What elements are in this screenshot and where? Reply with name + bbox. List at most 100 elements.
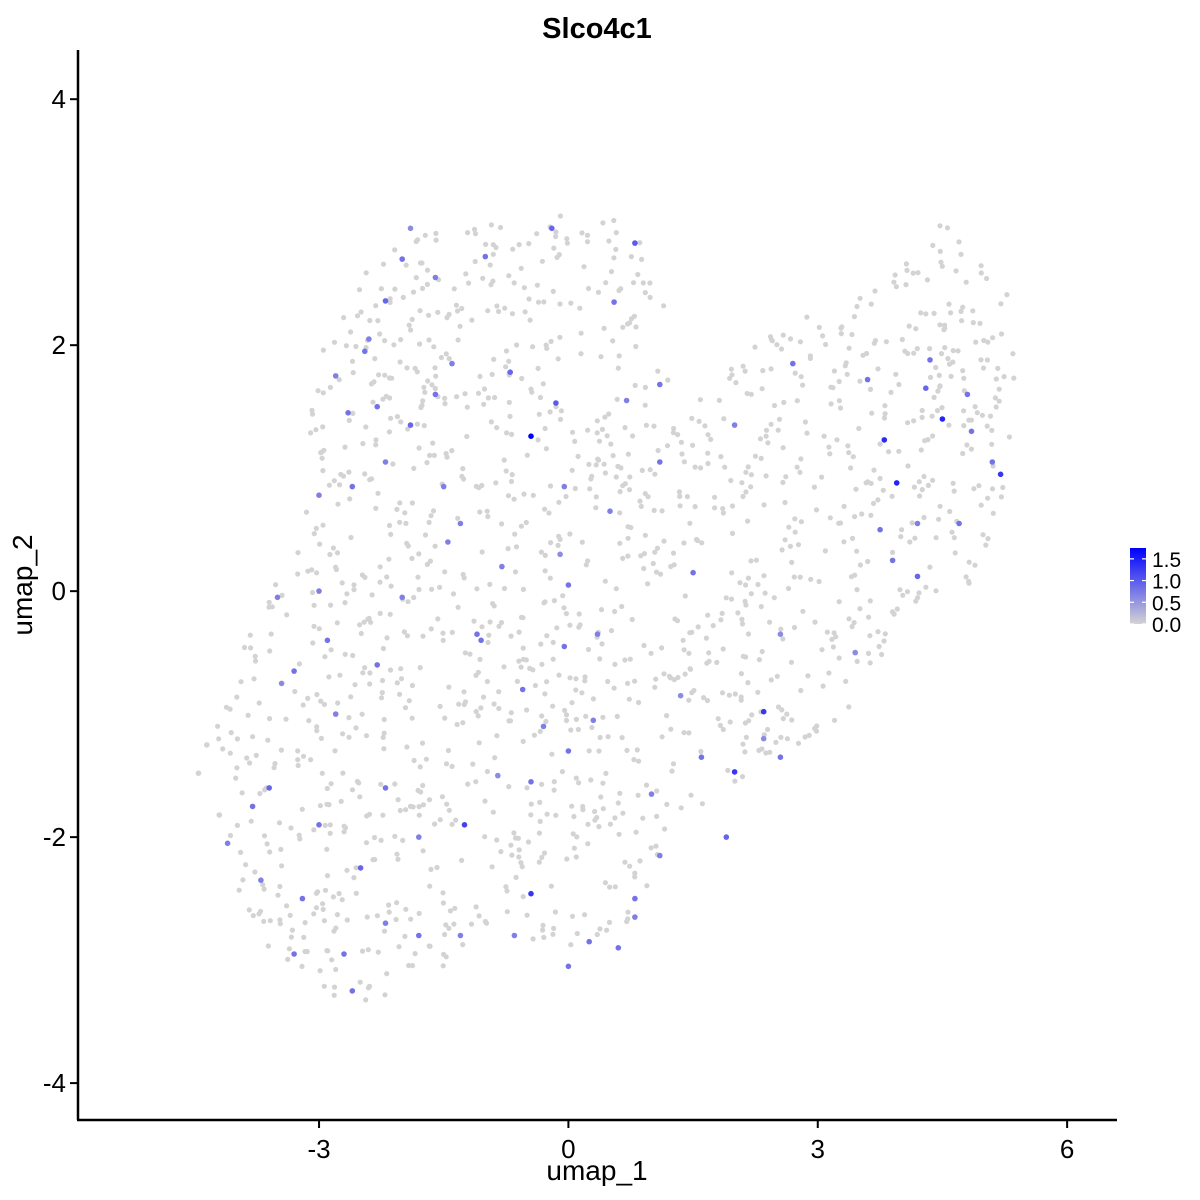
expression-point (507, 369, 513, 376)
cell-point (821, 433, 827, 439)
cell-point (432, 365, 438, 371)
expression-point (511, 932, 518, 939)
cell-point (909, 520, 915, 526)
cell-point (937, 322, 943, 328)
cell-point (620, 810, 626, 816)
cell-point (605, 734, 611, 740)
cell-point (365, 985, 371, 991)
cell-point (558, 408, 565, 414)
cell-point (386, 909, 392, 915)
cell-point (677, 493, 683, 499)
cell-point (405, 599, 411, 605)
legend-tick-label: 0.5 (1152, 592, 1181, 615)
cell-point (332, 748, 338, 754)
expression-point (291, 951, 297, 957)
cell-point (993, 404, 999, 410)
cell-point (947, 508, 953, 515)
cell-point (670, 550, 677, 556)
cell-point (252, 653, 258, 660)
cell-point (933, 364, 939, 371)
cell-point (440, 890, 446, 896)
cell-point (573, 676, 579, 682)
x-axis-label: umap_1 (546, 1155, 647, 1186)
cell-point (528, 801, 534, 807)
cell-point (622, 859, 628, 865)
cell-point (381, 746, 387, 752)
cell-point (338, 798, 344, 805)
cell-point (478, 705, 484, 711)
cell-point (761, 573, 767, 579)
cell-point (980, 365, 987, 371)
expression-point (914, 573, 921, 580)
cell-point (512, 569, 519, 575)
cell-point (327, 822, 333, 828)
cell-point (978, 357, 984, 363)
cell-point (317, 541, 323, 547)
cell-point (363, 997, 369, 1003)
cell-point (404, 744, 410, 750)
chart-title: Slco4c1 (542, 13, 652, 45)
cell-point (585, 558, 591, 564)
cell-point (935, 388, 941, 394)
cell-point (356, 287, 363, 293)
cell-point (881, 638, 887, 644)
cell-point (464, 433, 470, 440)
cell-point (852, 572, 858, 578)
cell-point (250, 913, 256, 919)
cell-point (509, 431, 515, 437)
cell-point (882, 411, 888, 417)
cell-point (904, 267, 910, 273)
cell-point (348, 694, 354, 700)
expression-point (723, 834, 730, 840)
cell-point (425, 378, 431, 384)
cell-point (555, 542, 561, 549)
cell-point (964, 442, 970, 448)
cell-point (678, 439, 685, 445)
cell-point (582, 678, 588, 684)
cell-point (882, 403, 888, 409)
cell-point (580, 803, 586, 810)
cell-point (763, 750, 769, 756)
cell-point (468, 921, 475, 927)
expression-point (760, 708, 767, 715)
cell-point (903, 282, 909, 288)
cell-point (625, 909, 631, 915)
cell-point (321, 701, 327, 708)
cell-point (459, 857, 465, 864)
cell-point (779, 547, 785, 553)
cell-point (738, 694, 744, 700)
cell-point (446, 807, 452, 813)
cell-point (488, 222, 494, 228)
cell-point (931, 394, 937, 400)
cell-point (442, 931, 448, 938)
cell-point (421, 423, 427, 429)
cell-point (275, 892, 281, 898)
cell-point (379, 690, 385, 696)
cell-point (511, 280, 517, 286)
cell-point (509, 311, 515, 317)
cell-point (460, 720, 466, 726)
cell-point (849, 535, 856, 542)
cell-point (781, 399, 787, 405)
cell-point (586, 748, 592, 754)
cell-point (313, 525, 319, 532)
cell-point (359, 572, 365, 578)
cell-point (563, 611, 570, 617)
cell-point (297, 836, 303, 842)
x-tick-label: 3 (811, 1134, 825, 1164)
cell-point (914, 346, 920, 352)
expression-point (632, 240, 638, 246)
cell-point (412, 951, 418, 957)
cell-point (642, 384, 649, 390)
cell-point (370, 399, 376, 405)
cell-point (453, 302, 459, 308)
cell-point (477, 509, 483, 515)
cell-point (335, 501, 341, 507)
cell-point (321, 983, 327, 989)
cell-point (420, 398, 426, 404)
cell-point (387, 667, 394, 673)
cell-point (765, 726, 771, 733)
cell-point (765, 440, 771, 446)
cell-point (324, 873, 331, 879)
cell-point (647, 467, 653, 473)
